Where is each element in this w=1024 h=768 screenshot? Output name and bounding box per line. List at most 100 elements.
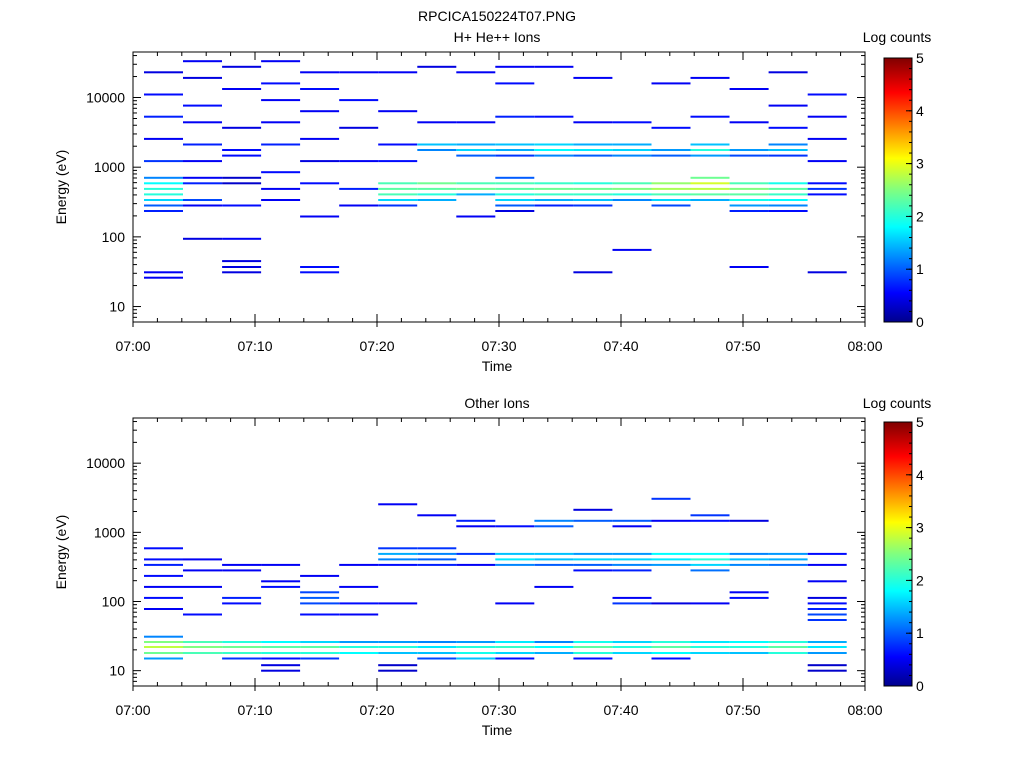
heatmap-cell <box>612 143 652 146</box>
heatmap-cell <box>690 641 730 643</box>
heatmap-cell <box>612 193 652 196</box>
heatmap-cell <box>573 569 613 572</box>
x-axis-label: Time <box>482 722 513 738</box>
y-axis-label: Energy (eV) <box>53 515 69 590</box>
heatmap-cell <box>651 646 691 648</box>
heatmap-cell <box>300 137 340 140</box>
heatmap-cell <box>534 115 574 118</box>
y-axis-ticks: 10 100 1000 10000 <box>86 421 865 687</box>
heatmap-cell <box>300 652 340 654</box>
heatmap-cell <box>495 149 535 151</box>
heatmap-cell <box>417 199 457 201</box>
heatmap-cell <box>651 149 691 151</box>
heatmap-cell <box>729 519 769 522</box>
heatmap-cell <box>144 558 183 561</box>
heatmap-cell <box>222 641 262 643</box>
heatmap-cell <box>378 641 418 643</box>
heatmap-cell <box>261 121 301 124</box>
heatmap-cell <box>534 149 574 151</box>
heatmap-cell <box>495 204 535 207</box>
heatmap-cell <box>300 271 340 274</box>
heatmap-cell <box>222 596 262 599</box>
heatmap-cell <box>612 552 652 555</box>
heatmap-cell <box>339 613 379 616</box>
heatmap-cell <box>651 126 691 129</box>
heatmap-cell <box>300 596 340 599</box>
heatmap-cell <box>378 664 418 667</box>
heatmap-cell <box>183 585 222 588</box>
heatmap-cell <box>495 65 535 68</box>
heatmap-cell <box>495 210 535 212</box>
heatmap-cell <box>300 657 340 660</box>
heatmap-cell <box>651 497 691 500</box>
heatmap-cell <box>690 552 730 555</box>
x-axis-label: Time <box>482 358 513 374</box>
heatmap-cell <box>495 525 535 528</box>
heatmap-cell <box>690 187 730 190</box>
y-tick-label: 1000 <box>94 524 125 540</box>
heatmap-cell <box>495 652 535 654</box>
heatmap-cell <box>495 563 535 566</box>
heatmap-cell <box>612 563 652 566</box>
x-tick-label: 07:50 <box>725 702 760 718</box>
heatmap-cell <box>573 646 613 648</box>
y-tick-label: 10000 <box>86 455 125 471</box>
heatmap-cell <box>261 187 301 190</box>
heatmap-cell <box>144 193 183 196</box>
heatmap-cell <box>768 104 808 107</box>
heatmap-cell <box>183 558 222 561</box>
colorbar-tick-label: 2 <box>916 208 924 224</box>
heatmap-cell <box>495 552 535 555</box>
colorbar-tick-label: 4 <box>916 467 924 483</box>
heatmap-cell <box>144 199 183 201</box>
heatmap-cell <box>456 182 496 185</box>
heatmap-cell <box>768 204 808 207</box>
heatmap-cell <box>378 602 418 605</box>
heatmap-cell <box>456 641 496 643</box>
heatmap-cell <box>573 187 613 190</box>
x-tick-label: 08:00 <box>847 702 882 718</box>
heatmap-cell <box>495 646 535 648</box>
heatmap-cell <box>339 646 379 648</box>
colorbar-tick-label: 3 <box>916 520 924 536</box>
heatmap-cell <box>300 160 340 163</box>
x-axis-ticks: 07:00 07:10 07:20 07:30 07:40 07:50 08:00 <box>115 418 883 718</box>
heatmap-cell <box>417 514 457 517</box>
heatmap-cell <box>456 149 496 151</box>
heatmap-cell <box>729 182 769 185</box>
heatmap-cell <box>651 204 691 207</box>
heatmap-cell <box>612 182 652 185</box>
heatmap-cell <box>456 657 496 660</box>
heatmap-cell <box>495 558 535 561</box>
heatmap-cells <box>144 60 847 279</box>
heatmap-cell <box>261 657 301 660</box>
heatmap-cell <box>339 204 379 207</box>
heatmap-cell <box>183 104 222 107</box>
heatmap-cell <box>456 193 496 196</box>
heatmap-cell <box>495 193 535 196</box>
heatmap-cell <box>495 187 535 190</box>
heatmap-cell <box>807 563 847 566</box>
heatmap-cell <box>690 193 730 196</box>
x-tick-label: 07:20 <box>359 702 394 718</box>
heatmap-cell <box>768 71 808 74</box>
x-tick-label: 07:40 <box>603 338 638 354</box>
x-tick-label: 07:30 <box>481 702 516 718</box>
heatmap-cell <box>456 143 496 146</box>
heatmap-cell <box>729 646 769 648</box>
heatmap-cell <box>261 646 301 648</box>
heatmap-cell <box>417 65 457 68</box>
heatmap-cell <box>222 88 262 90</box>
heatmap-cell <box>417 646 457 648</box>
heatmap-cell <box>495 657 535 660</box>
heatmap-cell <box>183 199 222 201</box>
y-tick-label: 100 <box>102 229 126 245</box>
heatmap-cell <box>573 121 613 124</box>
heatmap-cell <box>534 641 574 643</box>
y-tick-label: 1000 <box>94 159 125 175</box>
heatmap-cell <box>300 591 340 594</box>
heatmap-cell <box>573 519 613 522</box>
heatmap-cell <box>456 563 496 566</box>
heatmap-cell <box>534 193 574 196</box>
heatmap-cell <box>222 204 262 207</box>
